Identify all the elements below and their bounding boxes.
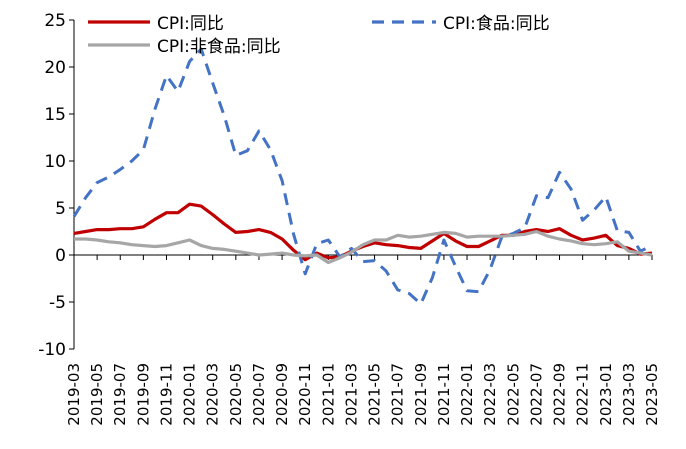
x-tick-label: 2021-09 xyxy=(412,363,430,426)
x-tick-label: 2020-11 xyxy=(296,363,314,426)
y-tick-label: 0 xyxy=(55,246,66,266)
legend-label-2: CPI:食品:同比 xyxy=(443,14,550,34)
y-tick-label: 10 xyxy=(44,152,66,172)
x-tick-label: 2022-09 xyxy=(551,363,569,426)
x-tick-label: 2023-05 xyxy=(643,363,661,426)
y-tick-label: -5 xyxy=(49,293,66,313)
legend-label-3: CPI:非食品:同比 xyxy=(157,37,281,57)
y-tick-label: 5 xyxy=(55,199,66,219)
x-tick-label: 2020-07 xyxy=(250,363,268,426)
x-tick-label: 2022-05 xyxy=(504,363,522,426)
x-tick-label: 2019-07 xyxy=(111,363,129,426)
x-tick-label: 2019-03 xyxy=(65,363,83,426)
x-tick-label: 2022-11 xyxy=(574,363,592,426)
y-tick-label: 15 xyxy=(44,105,66,125)
x-tick-label: 2019-05 xyxy=(88,363,106,426)
x-tick-label: 2022-07 xyxy=(527,363,545,426)
y-tick-label: 25 xyxy=(44,11,66,31)
x-tick-label: 2020-03 xyxy=(204,363,222,426)
x-tick-label: 2019-11 xyxy=(157,363,175,426)
x-tick-label: 2023-03 xyxy=(620,363,638,426)
series-lines xyxy=(72,47,653,306)
x-tick-label: 2021-11 xyxy=(435,363,453,426)
x-tick-label: 2020-01 xyxy=(181,363,199,426)
axes: -10 -5 0 5 10 15 20 25 2019-03 2019-05 2019-07 2019… xyxy=(38,11,661,426)
x-tick-label: 2019-09 xyxy=(134,363,152,426)
x-tick-label: 2021-03 xyxy=(342,363,360,426)
series-line-1 xyxy=(73,202,653,262)
y-tick-label: 20 xyxy=(44,58,66,78)
x-tick-label: 2022-01 xyxy=(458,363,476,426)
x-tick-label: 2022-03 xyxy=(481,363,499,426)
x-tick-label: 2020-05 xyxy=(227,363,245,426)
x-tick-label: 2020-09 xyxy=(273,363,291,426)
legend-label-1: CPI:同比 xyxy=(157,14,224,34)
x-tick-label: 2023-01 xyxy=(597,363,615,426)
x-tick-label: 2021-07 xyxy=(389,363,407,426)
series-line-2 xyxy=(72,47,653,306)
x-tick-label: 2021-01 xyxy=(319,363,337,426)
x-tick-label: 2021-05 xyxy=(366,363,384,426)
y-tick-label: -10 xyxy=(38,340,66,360)
series-line-3 xyxy=(74,229,653,265)
legend: CPI:同比 CPI:食品:同比 CPI:非食品:同比 xyxy=(88,14,550,57)
